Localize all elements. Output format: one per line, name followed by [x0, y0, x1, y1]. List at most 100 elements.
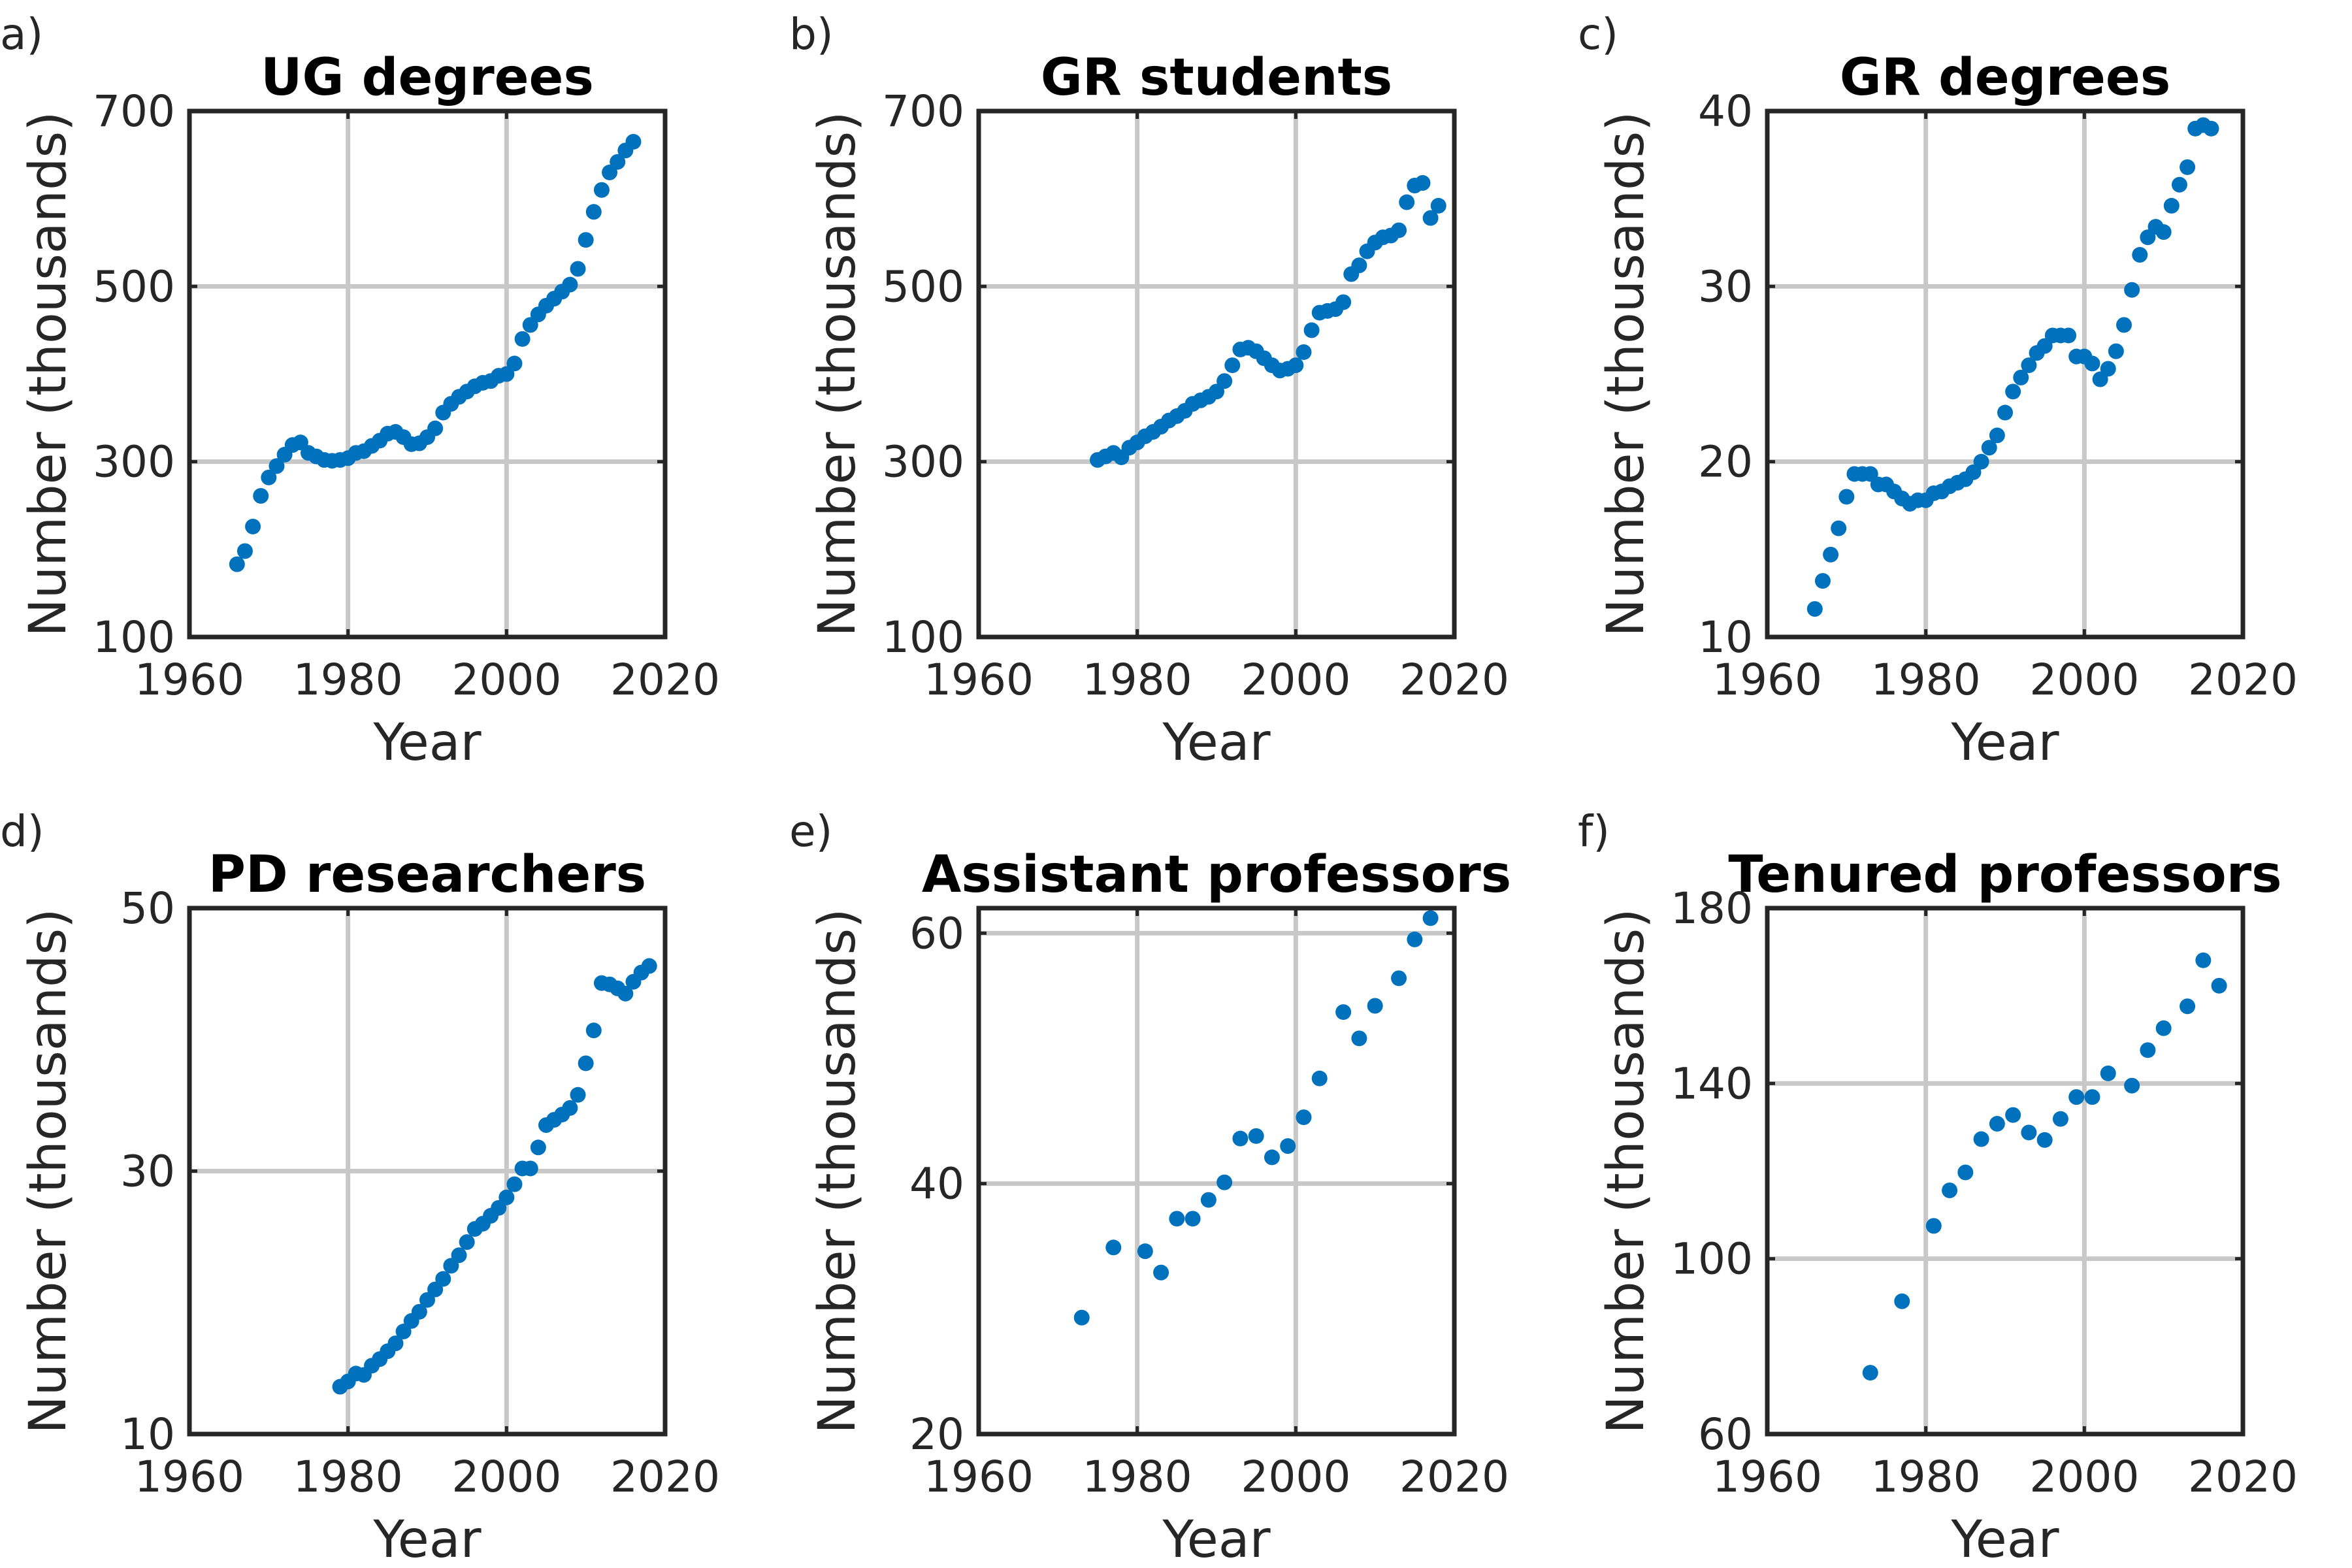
- data-point: [1814, 573, 1831, 589]
- data-point: [1217, 1174, 1233, 1190]
- data-point: [1311, 1070, 1328, 1086]
- data-point: [2052, 1111, 2068, 1127]
- data-point: [245, 518, 261, 534]
- panel-letter: b): [789, 9, 834, 59]
- data-point: [1184, 1211, 1201, 1227]
- data-point: [2013, 369, 2029, 385]
- panel-letter: d): [0, 806, 44, 857]
- data-point: [1399, 194, 1415, 210]
- chart-title: PD researchers: [208, 845, 646, 904]
- data-point: [1806, 601, 1823, 617]
- y-tick-label: 500: [93, 261, 175, 312]
- data-point: [2108, 343, 2124, 359]
- data-point: [2140, 1042, 2156, 1058]
- data-point: [1414, 175, 1431, 191]
- data-point: [1232, 1130, 1249, 1147]
- y-tick-label: 100: [93, 612, 175, 662]
- x-tick-label: 2000: [2029, 655, 2139, 705]
- data-point: [514, 331, 531, 347]
- axes-frame: [1765, 108, 2246, 640]
- data-point: [570, 1086, 586, 1103]
- data-point: [411, 1303, 427, 1320]
- data-point: [2163, 197, 2180, 214]
- panel-4: d) PD researchers 1960 1980 2000 2020 10 30 50 Ye…: [0, 806, 720, 1568]
- data-point: [610, 154, 626, 170]
- data-point: [459, 1234, 475, 1250]
- y-tick-label: 100: [882, 612, 964, 662]
- x-tick-label: 1980: [1871, 655, 1981, 705]
- chart-title: UG degrees: [261, 48, 594, 107]
- data-point: [1296, 1109, 1312, 1126]
- y-tick-label: 100: [1671, 1234, 1753, 1284]
- y-tick-label: 500: [882, 261, 964, 312]
- panel-letter: e): [789, 806, 832, 857]
- y-tick-label: 40: [909, 1159, 964, 1209]
- data-point: [1391, 970, 1407, 987]
- data-point: [1224, 357, 1241, 374]
- data-point: [1925, 1218, 1942, 1234]
- data-point: [435, 1271, 451, 1287]
- data-point: [253, 487, 269, 504]
- x-tick-label: 1960: [1712, 1452, 1822, 1502]
- data-point: [2005, 1107, 2021, 1123]
- x-axis-label: Year: [1950, 713, 2059, 772]
- data-point: [617, 985, 634, 1002]
- data-point: [2084, 355, 2100, 372]
- data-point: [387, 1335, 404, 1352]
- x-axis-label: Year: [372, 1511, 482, 1568]
- data-point: [522, 1160, 538, 1177]
- data-point: [1973, 1131, 1989, 1147]
- data-point: [1335, 1004, 1352, 1021]
- y-tick-label: 700: [882, 86, 964, 137]
- data-point: [1303, 322, 1320, 338]
- data-point: [1942, 1183, 1958, 1199]
- data-point: [578, 1055, 594, 1071]
- panel-letter: a): [0, 9, 43, 59]
- data-point: [2021, 1124, 2037, 1141]
- data-point: [261, 469, 277, 485]
- data-point: [1335, 294, 1352, 310]
- y-tick-label: 180: [1671, 883, 1753, 934]
- data-point: [2084, 1089, 2100, 1105]
- y-tick-label: 10: [120, 1409, 175, 1460]
- y-tick-label: 20: [1698, 437, 1753, 487]
- chart-title: GR degrees: [1840, 48, 2171, 107]
- data-point: [2124, 1077, 2140, 1094]
- data-point: [1823, 546, 1839, 563]
- data-point: [229, 556, 245, 572]
- data-point: [2061, 327, 2077, 344]
- data-point: [427, 420, 444, 436]
- x-tick-label: 2020: [610, 1452, 720, 1502]
- x-tick-label: 2000: [1241, 655, 1350, 705]
- data-point: [506, 1176, 523, 1192]
- data-point: [2100, 1065, 2116, 1081]
- axes-frame: [187, 108, 668, 640]
- y-axis-label: Number (thousands): [808, 111, 867, 636]
- x-tick-label: 1980: [293, 1452, 403, 1502]
- x-tick-label: 1980: [1083, 655, 1192, 705]
- x-tick-label: 1980: [1083, 1452, 1192, 1502]
- data-point: [2132, 247, 2148, 263]
- x-axis-label: Year: [1162, 713, 1271, 772]
- y-tick-label: 30: [120, 1147, 175, 1197]
- data-point: [1973, 453, 1989, 470]
- panel-6: f) Tenured professors 1960 1980 2000 2020 60 10…: [1578, 806, 2298, 1568]
- data-point: [269, 458, 285, 474]
- x-tick-label: 2000: [2029, 1452, 2139, 1502]
- x-axis-label: Year: [372, 713, 482, 772]
- y-axis-label: Number (thousands): [1597, 111, 1656, 636]
- panel-2: b) GR students 1960 1980 2000 2020 100 300 500 70…: [789, 9, 1509, 772]
- panel-3: c) GR degrees 1960 1980 2000 2020 10 20 30 40 Year…: [1578, 9, 2298, 772]
- x-tick-label: 1960: [135, 655, 244, 705]
- data-point: [1831, 520, 1847, 536]
- axes-frame: [1765, 906, 2246, 1437]
- data-point: [585, 1022, 602, 1039]
- data-point: [2068, 1089, 2085, 1105]
- x-tick-label: 1980: [1871, 1452, 1981, 1502]
- data-point: [2100, 361, 2116, 377]
- data-point: [1248, 1128, 1264, 1144]
- data-point: [1217, 373, 1233, 389]
- data-point: [1367, 998, 1383, 1014]
- data-point: [2195, 952, 2212, 968]
